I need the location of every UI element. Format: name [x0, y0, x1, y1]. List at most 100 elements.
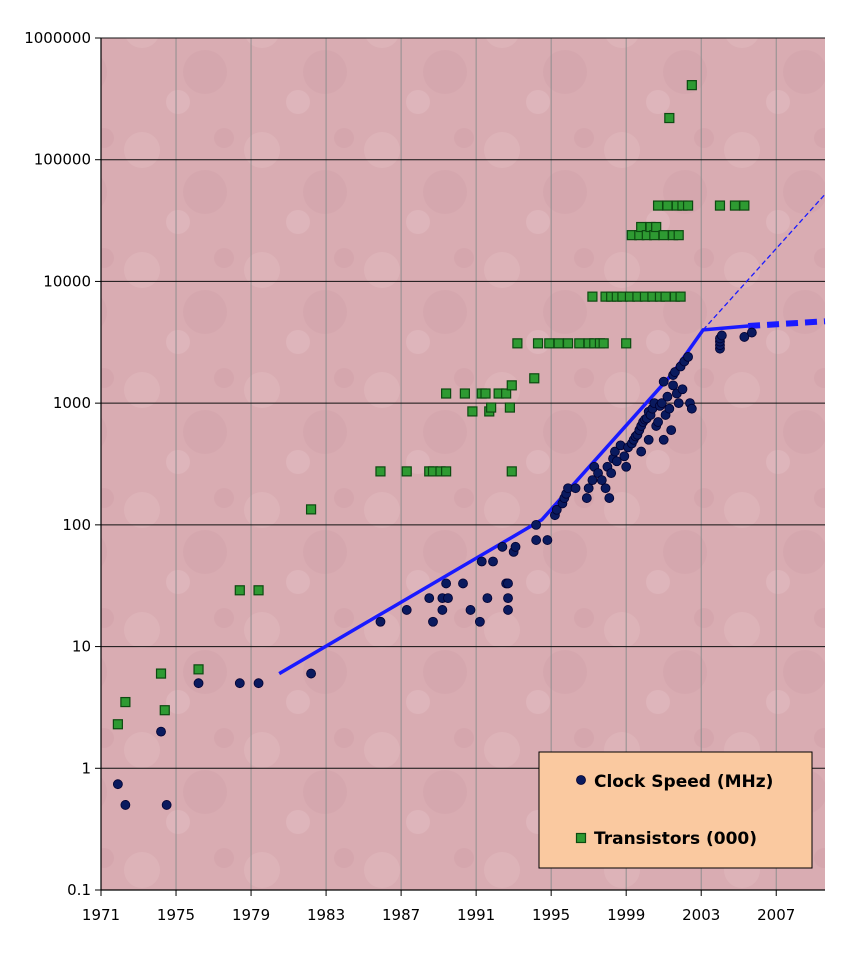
- transistor-point: [686, 80, 697, 91]
- clock-speed-point: [476, 556, 487, 567]
- transistor-point: [375, 466, 386, 477]
- clock-speed-point: [653, 417, 663, 427]
- transistor-point: [574, 338, 585, 349]
- clock-speed-point: [531, 519, 542, 530]
- plot-background: [101, 38, 825, 890]
- transistor-point: [529, 373, 540, 384]
- legend-box: [538, 751, 813, 869]
- transistor-point: [193, 664, 204, 675]
- clock-speed-point: [234, 678, 245, 689]
- transistor-point: [714, 200, 726, 211]
- clock-speed-point: [611, 456, 622, 467]
- transistor-point: [598, 338, 609, 349]
- transistor-point: [562, 338, 574, 349]
- clock-speed-point: [683, 351, 693, 362]
- clock-speed-point: [443, 593, 453, 604]
- clock-speed-point: [253, 678, 264, 689]
- transistor-point: [467, 406, 478, 417]
- transistor-point: [544, 338, 555, 349]
- legend-transistors-label: Transistors (000): [594, 829, 757, 849]
- clock-speed-point: [664, 403, 675, 414]
- clock-speed-point: [161, 800, 172, 810]
- y-tick-label: 1: [81, 759, 91, 777]
- transistor-point: [532, 338, 544, 349]
- transistor-point: [553, 338, 564, 349]
- clock-speed-point: [441, 578, 452, 589]
- clock-speed-point: [488, 556, 498, 567]
- clock-speed-point: [658, 376, 669, 387]
- clock-speed-point: [570, 483, 581, 494]
- clock-speed-point: [375, 616, 386, 627]
- clock-speed-point: [531, 535, 542, 545]
- transistor-point: [658, 230, 669, 241]
- transistor-point: [729, 200, 741, 211]
- y-tick-label: 1000: [53, 394, 91, 412]
- clock-speed-point: [643, 434, 654, 445]
- transistor-point: [506, 380, 517, 391]
- clock-speed-point: [636, 446, 647, 457]
- transistor-point: [305, 504, 317, 515]
- clock-speed-point: [668, 380, 678, 391]
- x-tick-label: 2003: [682, 906, 720, 924]
- clock-speed-point: [306, 668, 316, 679]
- y-tick-label: 10: [72, 638, 91, 656]
- x-tick-label: 2007: [757, 906, 795, 924]
- x-tick-label: 1983: [307, 906, 345, 924]
- trend-line-dashed-thick: [747, 318, 826, 329]
- transistor-point: [234, 585, 245, 596]
- clock-speed-point: [677, 384, 688, 395]
- clock-speed-point: [156, 726, 166, 737]
- clock-speed-point: [746, 327, 757, 338]
- transistor-point: [480, 388, 491, 399]
- transistor-point: [673, 230, 684, 241]
- transistor-point: [675, 291, 686, 302]
- transistor-point: [652, 200, 664, 211]
- clock-speed-point: [716, 330, 727, 341]
- clock-speed-point: [497, 541, 508, 552]
- clock-speed-point: [606, 468, 617, 479]
- clock-speed-point: [621, 461, 632, 472]
- clock-speed-point: [112, 779, 123, 790]
- clock-speed-point: [474, 616, 485, 627]
- x-tick-label: 1999: [607, 906, 645, 924]
- clock-speed-point: [666, 425, 677, 436]
- transistor-point: [441, 466, 452, 477]
- transistor-point: [120, 696, 131, 708]
- transistor-point: [501, 388, 512, 399]
- clock-speed-point: [428, 616, 438, 627]
- transistor-point: [506, 466, 517, 477]
- transistor-point: [512, 338, 523, 349]
- clock-speed-point: [600, 483, 611, 494]
- clock-speed-point: [424, 593, 435, 604]
- x-tick-label: 1975: [157, 906, 195, 924]
- clock-speed-point: [465, 605, 476, 615]
- clock-speed-point: [437, 605, 448, 615]
- clock-speed-point: [656, 398, 667, 409]
- clock-speed-point: [581, 493, 592, 503]
- transistor-point: [253, 585, 264, 596]
- clock-speed-point: [604, 493, 615, 503]
- clock-speed-point: [551, 504, 562, 515]
- transistor-point: [486, 402, 497, 413]
- clock-speed-point: [401, 605, 412, 615]
- clock-speed-point: [510, 541, 521, 552]
- y-tick-label: 100000: [34, 151, 91, 169]
- legend-clock-speed-marker: [576, 775, 586, 785]
- y-tick-label: 100: [62, 516, 91, 534]
- transistor-point: [441, 388, 452, 399]
- clock-speed-point: [686, 403, 697, 414]
- x-tick-label: 1987: [382, 906, 420, 924]
- y-tick-label: 1000000: [24, 29, 91, 47]
- transistor-point: [587, 291, 598, 302]
- transistor-point: [651, 221, 662, 233]
- clock-speed-point: [120, 800, 131, 810]
- clock-speed-point: [503, 593, 513, 604]
- transistor-point: [459, 388, 470, 399]
- clock-speed-point: [673, 398, 684, 409]
- transistor-point: [739, 200, 750, 211]
- clock-speed-point: [619, 451, 630, 462]
- y-tick-label: 10000: [43, 272, 91, 290]
- x-tick-label: 1995: [532, 906, 570, 924]
- clock-speed-point: [193, 678, 204, 689]
